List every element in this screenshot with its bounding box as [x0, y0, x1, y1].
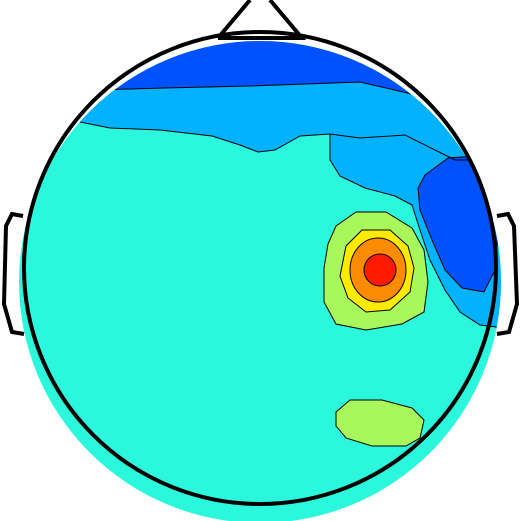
contour-line-3	[329, 134, 501, 331]
frontal-mid-band	[19, 82, 501, 160]
contour-line-5	[323, 211, 429, 331]
head-outline	[22, 30, 498, 506]
frontal-dark-band	[19, 41, 501, 96]
contour-line-9	[335, 399, 425, 447]
nose-icon	[216, 0, 307, 40]
contour-line-8	[363, 253, 397, 287]
contour-line-6	[339, 229, 415, 313]
left-ear-icon	[1, 211, 25, 336]
right-ear-icon	[496, 211, 520, 336]
central-red-region	[364, 254, 396, 286]
lower-green-region	[336, 400, 424, 446]
contour-line-7	[349, 237, 407, 303]
contour-line-2	[19, 117, 501, 161]
right-dark-band	[418, 156, 498, 292]
